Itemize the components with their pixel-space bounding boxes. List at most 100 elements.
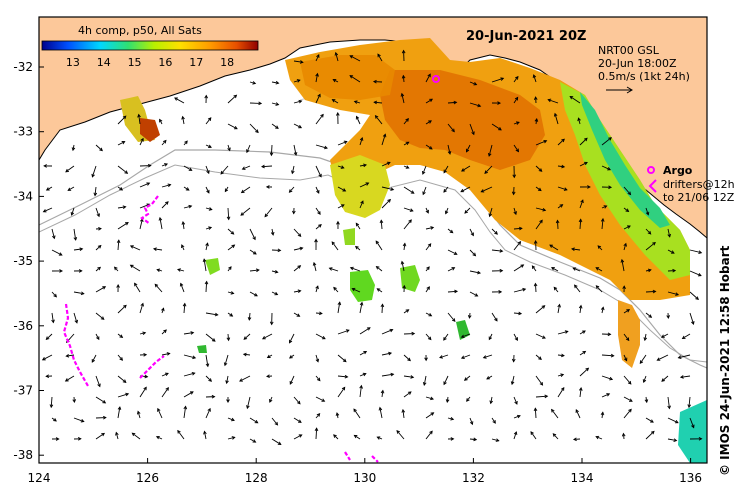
current-arrow-head [324, 145, 328, 150]
current-arrow-head [189, 391, 194, 395]
current-arrow [595, 436, 603, 440]
current-arrow [183, 406, 187, 419]
current-arrow-head [538, 356, 542, 360]
current-arrow-head [421, 170, 426, 175]
current-arrow [513, 241, 521, 251]
current-arrow-head [500, 77, 505, 81]
current-arrow-head [587, 185, 591, 189]
current-arrow-head [597, 245, 602, 249]
current-arrow-head [51, 319, 55, 324]
current-arrow-head [580, 199, 584, 204]
current-arrow [227, 436, 235, 440]
current-arrow-head [293, 151, 298, 156]
current-arrow-head [177, 268, 181, 272]
current-arrow-head [516, 414, 521, 419]
current-arrow [623, 225, 631, 230]
current-arrow-head [557, 303, 561, 308]
current-arrow [535, 219, 543, 230]
current-arrow-head [520, 264, 525, 268]
current-arrow [153, 248, 163, 251]
current-arrow-head [480, 189, 485, 193]
current-arrow-head [652, 241, 656, 246]
current-arrow [571, 248, 581, 251]
current-arrow-head [552, 433, 557, 437]
current-arrow [381, 186, 394, 191]
current-arrow-head [667, 233, 671, 238]
current-arrow-head [70, 211, 75, 216]
current-arrow [289, 333, 295, 343]
current-arrow-head [190, 331, 195, 335]
current-arrow [644, 333, 647, 341]
current-arrow [483, 354, 493, 359]
current-arrow [117, 393, 129, 398]
current-arrow-head [522, 287, 527, 292]
current-arrow [579, 162, 588, 167]
current-arrow-head [382, 133, 387, 138]
current-arrow [531, 265, 537, 272]
current-arrow [337, 354, 347, 362]
current-arrow-head [687, 404, 692, 409]
current-arrow-head [622, 285, 626, 290]
current-arrow [623, 186, 631, 195]
current-arrow-head [101, 432, 106, 437]
current-arrow-head [299, 246, 304, 251]
current-arrow-head [466, 398, 470, 402]
current-arrow [443, 333, 449, 341]
current-arrow [349, 55, 361, 62]
current-arrow-head [100, 316, 105, 320]
current-arrow-head [584, 161, 588, 166]
current-arrow-head [482, 355, 487, 359]
current-arrow [183, 186, 190, 191]
colorbar-tick-label: 16 [158, 56, 172, 69]
current-arrow-head [316, 377, 321, 382]
current-arrow-head [411, 331, 416, 336]
current-arrow [359, 200, 364, 209]
current-arrow-head [595, 435, 600, 440]
current-arrow-head [515, 121, 520, 125]
current-arrow-head [517, 240, 522, 245]
current-arrow-head [470, 232, 474, 237]
current-arrow-head [125, 222, 129, 226]
current-arrow [315, 114, 324, 125]
current-arrow-head [159, 118, 163, 123]
current-arrow [579, 351, 586, 356]
current-arrow-head [543, 139, 548, 144]
current-arrow-head [102, 286, 107, 290]
current-arrow [469, 102, 481, 107]
current-arrow-head [422, 382, 427, 386]
current-arrow-head [116, 239, 121, 244]
current-arrow [549, 244, 559, 251]
current-arrow [354, 435, 361, 440]
current-arrow [71, 207, 75, 216]
current-arrow [95, 286, 106, 293]
current-arrow-head [553, 112, 558, 117]
current-arrow [117, 206, 126, 209]
current-arrow-head [511, 191, 516, 196]
current-arrow-head [571, 247, 575, 252]
current-arrow [73, 228, 77, 241]
sst-green-patch-1 [350, 270, 375, 302]
map-title: 20-Jun-2021 20Z [466, 29, 586, 44]
current-arrow [271, 417, 278, 426]
current-arrow [469, 417, 473, 425]
current-arrow [688, 396, 691, 408]
current-arrow [205, 281, 208, 293]
current-arrow-head [161, 307, 165, 312]
current-arrow-head [143, 352, 148, 357]
current-arrow-head [65, 353, 70, 358]
current-arrow-head [41, 357, 46, 361]
current-arrow-head [354, 245, 359, 250]
current-arrow-head [518, 226, 523, 231]
current-arrow-head [359, 301, 364, 306]
current-arrow-head [207, 117, 212, 121]
current-arrow [359, 302, 363, 314]
current-arrow-head [595, 285, 600, 289]
current-arrow-head [203, 430, 207, 435]
colorbar-label: 4h comp, p50, All Sats [78, 24, 202, 37]
current-arrow [95, 245, 102, 251]
lon-tick-label: 136 [679, 471, 702, 485]
current-arrow [205, 165, 210, 174]
lon-tick-label: 132 [462, 471, 485, 485]
current-arrow [161, 140, 167, 146]
current-arrow-head [208, 144, 212, 148]
